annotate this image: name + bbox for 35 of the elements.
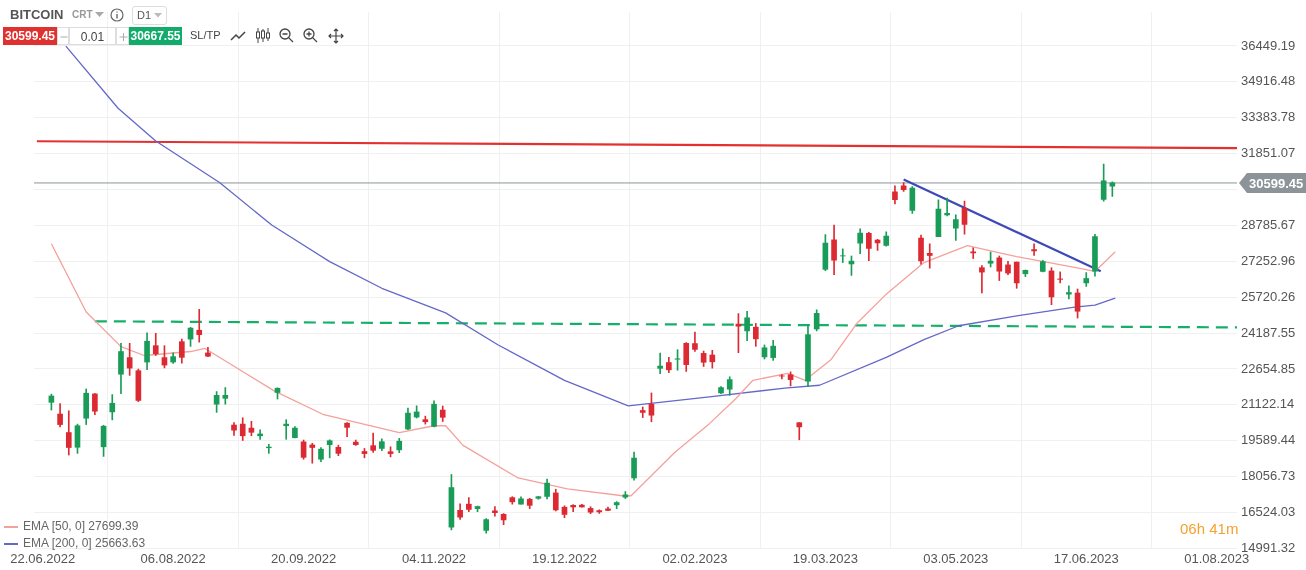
y-tick-label: 31851.07 bbox=[1241, 145, 1296, 161]
annotation: CRT bbox=[72, 9, 93, 20]
y-tick-label: 18056.73 bbox=[1241, 468, 1296, 484]
y-tick-label: 14991.32 bbox=[1241, 539, 1296, 555]
x-tick-label: 19.12.2022 bbox=[531, 550, 598, 566]
y-tick-label: 24187.55 bbox=[1241, 324, 1296, 340]
legend-label: EMA [200, 0] 25663.63 bbox=[22, 535, 146, 552]
annotation: 0.01 bbox=[69, 27, 116, 45]
x-tick-label: 03.05.2023 bbox=[923, 550, 989, 566]
y-tick-label: 27252.96 bbox=[1241, 252, 1296, 268]
annotation: SL/TP bbox=[190, 29, 221, 41]
x-tick-label: 22.06.2022 bbox=[10, 550, 76, 566]
y-tick-label: 36449.19 bbox=[1241, 37, 1296, 53]
candlestick bbox=[579, 504, 585, 508]
y-tick-label: 19589.44 bbox=[1241, 432, 1296, 448]
x-tick-label: 02.02.2023 bbox=[662, 550, 728, 566]
y-tick-label: 16524.03 bbox=[1241, 504, 1296, 520]
annotation: D1 bbox=[137, 9, 152, 21]
x-tick-label: 04.11.2022 bbox=[401, 550, 467, 566]
annotation: 30667.55 bbox=[129, 27, 182, 45]
y-tick-label: 21122.14 bbox=[1241, 396, 1295, 412]
y-tick-label: 25720.26 bbox=[1241, 288, 1296, 304]
annotation: 06h 41m bbox=[1180, 520, 1239, 537]
ref-line-label: 30599.45 bbox=[1249, 175, 1304, 191]
y-tick-label: 22654.85 bbox=[1241, 360, 1296, 376]
y-tick-label: 33383.78 bbox=[1241, 109, 1296, 125]
annotation: 30599.45 bbox=[3, 27, 57, 45]
chart-title: BITCOIN bbox=[10, 7, 64, 22]
x-tick-label: 20.09.2022 bbox=[271, 550, 337, 566]
y-tick-label: 34916.48 bbox=[1241, 73, 1296, 89]
x-tick-label: 17.06.2023 bbox=[1053, 550, 1119, 566]
legend-label: EMA [50, 0] 27699.39 bbox=[22, 518, 140, 535]
y-tick-label: 28785.67 bbox=[1241, 216, 1296, 232]
x-tick-label: 19.03.2023 bbox=[792, 550, 858, 566]
x-tick-label: 06.08.2022 bbox=[140, 550, 206, 566]
